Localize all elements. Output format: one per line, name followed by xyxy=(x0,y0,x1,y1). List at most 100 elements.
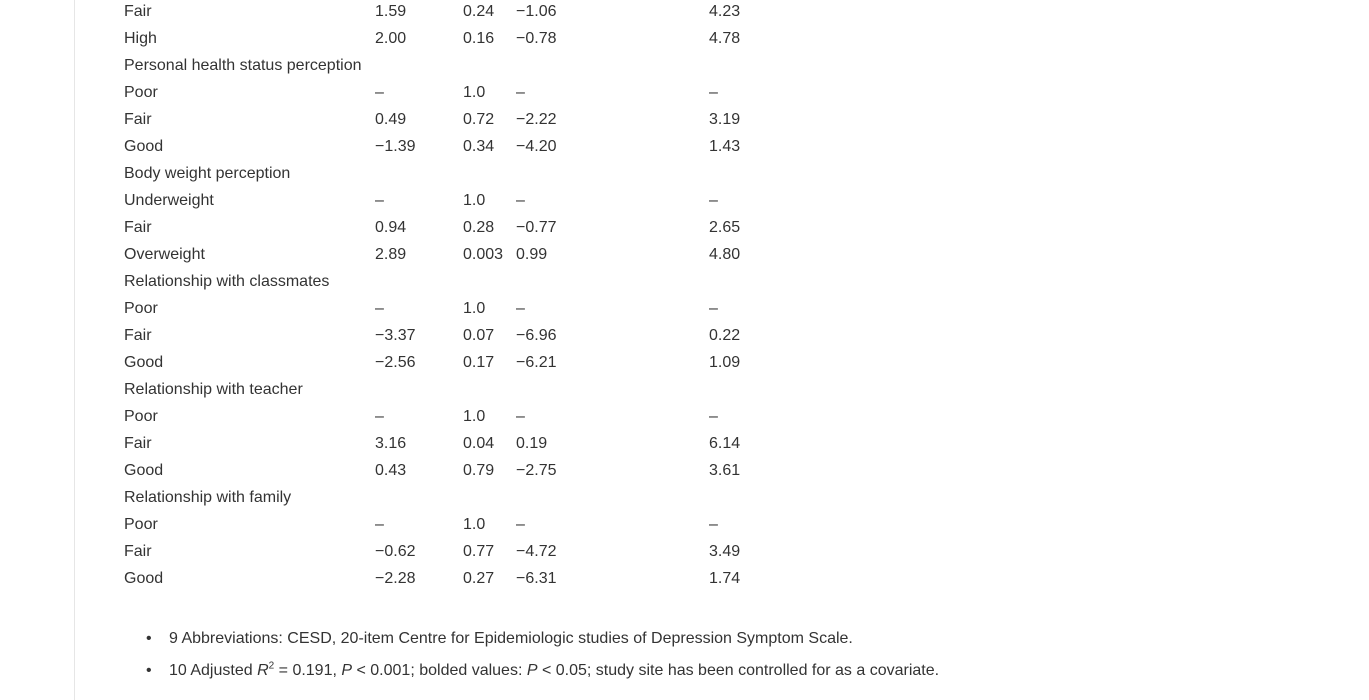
table-row: Good −2.28 0.27 −6.31 1.74 xyxy=(124,567,824,594)
cell-col4: 3.61 xyxy=(709,462,741,479)
row-label: Fair xyxy=(124,219,152,236)
table-row: Poor – 1.0 – – xyxy=(124,297,824,324)
row-label: Underweight xyxy=(124,192,214,209)
content-left-border xyxy=(74,0,75,700)
cell-col3: −6.21 xyxy=(516,354,557,371)
cell-col3: −0.77 xyxy=(516,219,557,236)
cell-col3: −2.75 xyxy=(516,462,557,479)
cell-col4: – xyxy=(709,516,718,533)
p-symbol: P xyxy=(341,662,353,679)
cell-col4: 3.49 xyxy=(709,543,741,560)
superscript: 2 xyxy=(268,660,275,672)
table-row: Fair 0.94 0.28 −0.77 2.65 xyxy=(124,216,824,243)
table-footnotes: 9 Abbreviations: CESD, 20-item Centre fo… xyxy=(146,626,939,690)
table-row: Fair 0.49 0.72 −2.22 3.19 xyxy=(124,108,824,135)
cell-col1: −0.62 xyxy=(375,543,416,560)
footnote-abbreviations: 9 Abbreviations: CESD, 20-item Centre fo… xyxy=(146,626,939,658)
cell-col2: 1.0 xyxy=(463,516,486,533)
table-section-header: Body weight perception xyxy=(124,162,824,189)
cell-col2: 0.28 xyxy=(463,219,495,236)
cell-col1: −2.56 xyxy=(375,354,416,371)
cell-col3: – xyxy=(516,84,525,101)
cell-col4: 4.78 xyxy=(709,30,741,47)
cell-col2: 0.16 xyxy=(463,30,495,47)
regression-results-table: Fair 1.59 0.24 −1.06 4.23 High 2.00 0.16 −0.78 4.… xyxy=(124,0,824,594)
cell-col2: 0.27 xyxy=(463,570,495,587)
cell-col2: 1.0 xyxy=(463,192,486,209)
cell-col1: 0.43 xyxy=(375,462,407,479)
cell-col2: 1.0 xyxy=(463,408,486,425)
cell-col2: 0.72 xyxy=(463,111,495,128)
cell-col2: 0.34 xyxy=(463,138,495,155)
section-label: Body weight perception xyxy=(124,165,291,182)
cell-col2: 0.24 xyxy=(463,3,495,20)
cell-col2: 0.79 xyxy=(463,462,495,479)
cell-col3: −4.20 xyxy=(516,138,557,155)
cell-col3: – xyxy=(516,192,525,209)
cell-col4: 1.43 xyxy=(709,138,741,155)
row-label: Fair xyxy=(124,3,152,20)
cell-col3: −0.78 xyxy=(516,30,557,47)
table-row: Poor – 1.0 – – xyxy=(124,405,824,432)
cell-col1: – xyxy=(375,300,384,317)
footnote-abbreviations-text: 9 Abbreviations: CESD, 20-item Centre fo… xyxy=(169,630,853,647)
table-row: Underweight – 1.0 – – xyxy=(124,189,824,216)
table-row: Fair −0.62 0.77 −4.72 3.49 xyxy=(124,540,824,567)
row-label: Poor xyxy=(124,300,158,317)
cell-col2: 0.003 xyxy=(463,246,504,263)
cell-col4: – xyxy=(709,408,718,425)
section-label: Personal health status perception xyxy=(124,57,362,74)
cell-col3: −6.31 xyxy=(516,570,557,587)
cell-col4: 6.14 xyxy=(709,435,741,452)
section-label: Relationship with teacher xyxy=(124,381,303,398)
cell-col1: 1.59 xyxy=(375,3,407,20)
cell-col1: 2.00 xyxy=(375,30,407,47)
cell-col4: 2.65 xyxy=(709,219,741,236)
cell-col4: – xyxy=(709,192,718,209)
p-symbol: P xyxy=(526,662,538,679)
table-section-header: Personal health status perception xyxy=(124,54,824,81)
cell-col2: 0.17 xyxy=(463,354,495,371)
cell-col2: 0.07 xyxy=(463,327,495,344)
cell-col2: 1.0 xyxy=(463,84,486,101)
cell-col4: 0.22 xyxy=(709,327,741,344)
cell-col1: – xyxy=(375,84,384,101)
table-section-header: Relationship with classmates xyxy=(124,270,824,297)
footnote-text: = 0.191, xyxy=(274,662,342,679)
row-label: Poor xyxy=(124,516,158,533)
row-label: Fair xyxy=(124,543,152,560)
row-label: Fair xyxy=(124,111,152,128)
row-label: Overweight xyxy=(124,246,205,263)
table-row: Overweight 2.89 0.003 0.99 4.80 xyxy=(124,243,824,270)
cell-col2: 0.04 xyxy=(463,435,495,452)
cell-col3: −4.72 xyxy=(516,543,557,560)
cell-col3: 0.19 xyxy=(516,435,548,452)
row-label: Good xyxy=(124,354,164,371)
footnote-text: 10 Adjusted xyxy=(169,662,258,679)
row-label: Good xyxy=(124,462,164,479)
cell-col3: – xyxy=(516,408,525,425)
footnote-text: < 0.001; bolded values: xyxy=(352,662,527,679)
row-label: Fair xyxy=(124,435,152,452)
table-section-header: Relationship with family xyxy=(124,486,824,513)
cell-col1: 0.49 xyxy=(375,111,407,128)
section-label: Relationship with classmates xyxy=(124,273,330,290)
cell-col1: – xyxy=(375,192,384,209)
table-row: Fair −3.37 0.07 −6.96 0.22 xyxy=(124,324,824,351)
cell-col4: – xyxy=(709,300,718,317)
cell-col1: −1.39 xyxy=(375,138,416,155)
table-section-header: Relationship with teacher xyxy=(124,378,824,405)
r-symbol: R xyxy=(257,662,269,679)
cell-col3: – xyxy=(516,516,525,533)
table-row: Fair 1.59 0.24 −1.06 4.23 xyxy=(124,0,824,27)
cell-col1: 3.16 xyxy=(375,435,407,452)
table-row: Poor – 1.0 – – xyxy=(124,513,824,540)
cell-col1: – xyxy=(375,516,384,533)
cell-col3: 0.99 xyxy=(516,246,548,263)
table-row: Good −1.39 0.34 −4.20 1.43 xyxy=(124,135,824,162)
row-label: High xyxy=(124,30,157,47)
cell-col1: −2.28 xyxy=(375,570,416,587)
table-row: High 2.00 0.16 −0.78 4.78 xyxy=(124,27,824,54)
table-row: Poor – 1.0 – – xyxy=(124,81,824,108)
footnote-adjusted-r2: 10 Adjusted R2 = 0.191, P < 0.001; bolde… xyxy=(146,658,939,690)
